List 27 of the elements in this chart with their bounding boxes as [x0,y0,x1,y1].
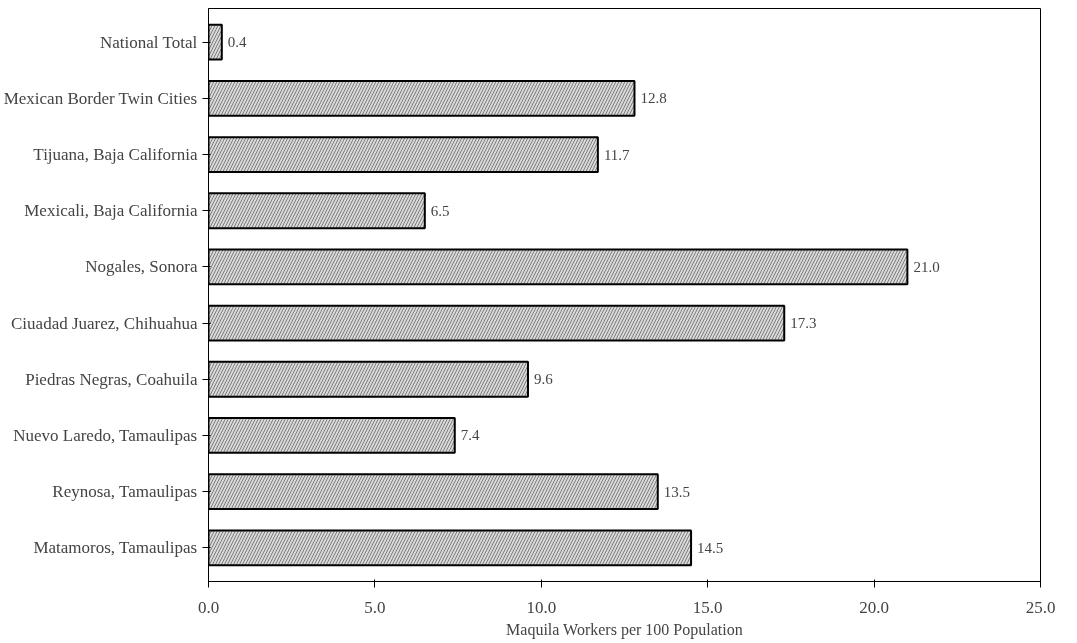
data-label: 17.3 [790,315,817,332]
x-axis-title: Maquila Workers per 100 Population [506,620,743,639]
y-tick-label: Nuevo Laredo, Tamaulipas [13,425,198,445]
y-tick-label: Matamoros, Tamaulipas [33,538,198,558]
data-label: 11.7 [603,146,631,163]
x-tick-label: 20.0 [859,597,889,617]
data-label: 6.5 [430,202,450,219]
y-tick-label: Nogales, Sonora [85,257,198,277]
x-tick-label: 5.0 [364,597,386,617]
data-label: 13.5 [663,483,691,500]
y-tick-label: Piedras Negras, Coahuila [25,369,198,389]
y-tick-label: Mexicali, Baja California [24,201,198,221]
x-tick-label: 15.0 [692,597,723,617]
data-label: 12.8 [640,90,667,107]
y-tick-label: Reynosa, Tamaulipas [52,482,198,502]
data-label: 7.4 [460,427,481,444]
data-label: 14.5 [697,539,724,556]
y-tick-label: Tijuana, Baja California [33,145,198,165]
x-tick-label: 25.0 [1025,597,1056,617]
y-tick-label: Mexican Border Twin Cities [3,88,198,108]
y-tick-label: Ciuadad Juarez, Chihuahua [11,313,198,333]
data-label: 0.4 [227,34,248,51]
x-tick-label: 10.0 [526,597,557,617]
data-label: 21.0 [913,258,940,275]
y-tick-label: National Total [100,32,198,52]
data-label: 9.6 [533,371,554,388]
x-tick-label: 0.0 [197,597,220,617]
